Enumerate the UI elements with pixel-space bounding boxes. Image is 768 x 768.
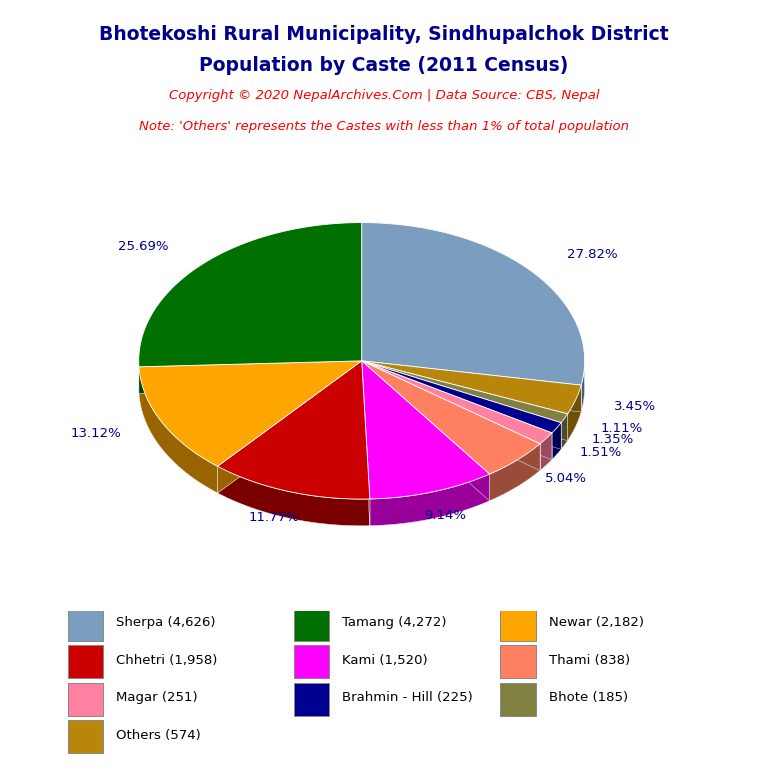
Text: Sherpa (4,626): Sherpa (4,626) bbox=[116, 616, 216, 629]
Polygon shape bbox=[362, 361, 581, 414]
Bar bbox=[68, 645, 104, 678]
Polygon shape bbox=[540, 433, 552, 471]
Polygon shape bbox=[362, 361, 552, 444]
Text: Magar (251): Magar (251) bbox=[116, 691, 198, 704]
Polygon shape bbox=[139, 382, 362, 393]
Polygon shape bbox=[362, 383, 584, 412]
Polygon shape bbox=[362, 361, 581, 412]
Polygon shape bbox=[362, 361, 552, 460]
Polygon shape bbox=[217, 388, 370, 526]
Polygon shape bbox=[362, 361, 540, 471]
Bar bbox=[500, 607, 535, 641]
Text: 27.82%: 27.82% bbox=[567, 248, 617, 261]
Polygon shape bbox=[581, 356, 584, 412]
Polygon shape bbox=[362, 361, 489, 499]
Text: Population by Caste (2011 Census): Population by Caste (2011 Census) bbox=[200, 56, 568, 74]
Polygon shape bbox=[139, 361, 362, 466]
Text: Bhote (185): Bhote (185) bbox=[548, 691, 627, 704]
Polygon shape bbox=[362, 361, 552, 460]
Polygon shape bbox=[217, 466, 370, 526]
Text: Others (574): Others (574) bbox=[116, 729, 201, 742]
Polygon shape bbox=[362, 361, 561, 433]
Text: Thami (838): Thami (838) bbox=[548, 654, 630, 667]
Polygon shape bbox=[568, 386, 581, 441]
Text: Newar (2,182): Newar (2,182) bbox=[548, 616, 644, 629]
Text: 5.04%: 5.04% bbox=[545, 472, 587, 485]
Polygon shape bbox=[139, 367, 217, 493]
Bar bbox=[68, 683, 104, 716]
Bar bbox=[500, 645, 535, 678]
Polygon shape bbox=[362, 388, 568, 449]
Polygon shape bbox=[489, 444, 540, 501]
Text: 11.77%: 11.77% bbox=[249, 511, 300, 524]
Bar bbox=[500, 683, 535, 716]
Polygon shape bbox=[362, 388, 489, 526]
Text: 3.45%: 3.45% bbox=[614, 400, 657, 413]
Polygon shape bbox=[362, 361, 489, 501]
Polygon shape bbox=[362, 388, 581, 441]
Polygon shape bbox=[139, 223, 362, 367]
Polygon shape bbox=[362, 361, 540, 474]
Polygon shape bbox=[362, 361, 561, 449]
Polygon shape bbox=[362, 361, 370, 526]
Text: Tamang (4,272): Tamang (4,272) bbox=[342, 616, 446, 629]
Polygon shape bbox=[561, 414, 568, 449]
Polygon shape bbox=[217, 361, 370, 499]
Polygon shape bbox=[362, 361, 561, 449]
Text: Chhetri (1,958): Chhetri (1,958) bbox=[116, 654, 217, 667]
Polygon shape bbox=[139, 361, 362, 393]
Bar bbox=[68, 607, 104, 641]
Text: Brahmin - Hill (225): Brahmin - Hill (225) bbox=[342, 691, 473, 704]
Text: Note: 'Others' represents the Castes with less than 1% of total population: Note: 'Others' represents the Castes wit… bbox=[139, 121, 629, 133]
Text: Copyright © 2020 NepalArchives.Com | Data Source: CBS, Nepal: Copyright © 2020 NepalArchives.Com | Dat… bbox=[169, 90, 599, 102]
Polygon shape bbox=[139, 361, 362, 393]
Bar bbox=[293, 607, 329, 641]
Text: 9.14%: 9.14% bbox=[425, 509, 466, 522]
Text: 1.11%: 1.11% bbox=[601, 422, 644, 435]
Polygon shape bbox=[370, 474, 489, 526]
Polygon shape bbox=[139, 388, 362, 493]
Polygon shape bbox=[362, 388, 561, 460]
Polygon shape bbox=[217, 361, 362, 493]
Polygon shape bbox=[552, 422, 561, 460]
Polygon shape bbox=[362, 361, 568, 422]
Polygon shape bbox=[217, 361, 362, 493]
Text: 25.69%: 25.69% bbox=[118, 240, 168, 253]
Text: Bhotekoshi Rural Municipality, Sindhupalchok District: Bhotekoshi Rural Municipality, Sindhupal… bbox=[99, 25, 669, 44]
Polygon shape bbox=[362, 361, 568, 441]
Polygon shape bbox=[362, 361, 489, 501]
Text: Kami (1,520): Kami (1,520) bbox=[342, 654, 428, 667]
Polygon shape bbox=[362, 361, 540, 471]
Polygon shape bbox=[362, 361, 370, 526]
Text: 1.51%: 1.51% bbox=[579, 446, 621, 459]
Polygon shape bbox=[362, 388, 540, 501]
Bar bbox=[293, 645, 329, 678]
Polygon shape bbox=[362, 223, 584, 386]
Text: 13.12%: 13.12% bbox=[71, 427, 121, 440]
Text: 1.35%: 1.35% bbox=[592, 433, 634, 446]
Polygon shape bbox=[362, 361, 568, 441]
Bar bbox=[68, 720, 104, 753]
Bar bbox=[293, 683, 329, 716]
Polygon shape bbox=[362, 388, 552, 471]
Polygon shape bbox=[362, 361, 581, 412]
